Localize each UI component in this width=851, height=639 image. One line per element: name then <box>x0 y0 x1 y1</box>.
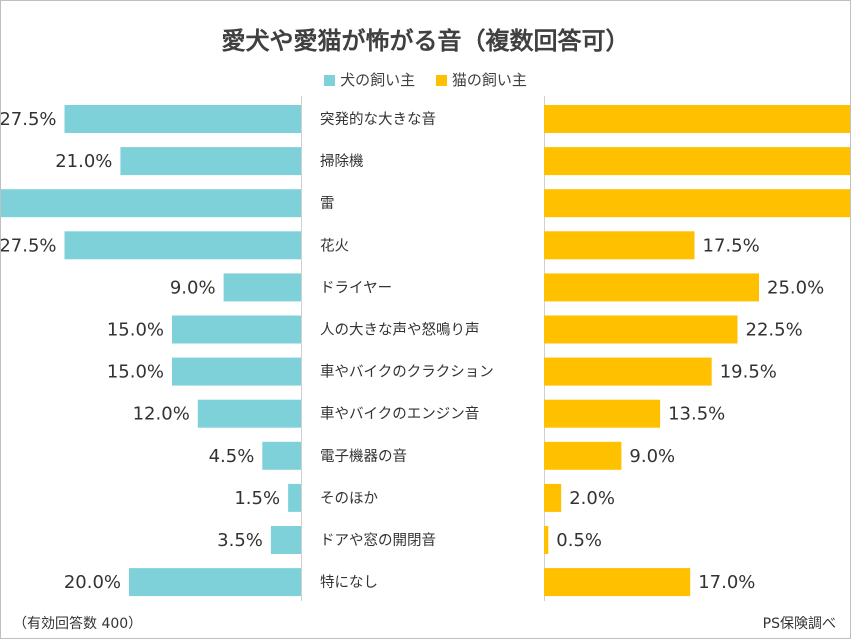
legend-swatch-cat <box>435 75 447 86</box>
legend-label-cat: 猫の飼い主 <box>451 71 527 89</box>
dog-bar <box>172 357 301 386</box>
category-label: 車やバイクのクラクション <box>320 364 494 381</box>
dog-value-label: 3.5% <box>217 530 263 551</box>
cat-bar <box>544 526 549 554</box>
category-label: 車やバイクのエンジン音 <box>320 406 479 423</box>
legend-item-cat: 猫の飼い主 <box>435 69 527 90</box>
legend-swatch-dog <box>324 75 336 86</box>
dog-bar <box>197 399 301 428</box>
dog-bar <box>1 189 301 218</box>
chart-title: 愛犬や愛猫が怖がる音（複数回答可） <box>221 27 630 55</box>
dog-value-label: 12.0% <box>133 404 190 425</box>
category-label: 電子機器の音 <box>320 448 407 465</box>
cat-bar <box>544 189 850 218</box>
category-label: 人の大きな声や怒鳴り声 <box>320 321 480 339</box>
cat-value-label: 13.5% <box>668 404 725 425</box>
cat-value-label: 0.5% <box>556 530 602 551</box>
dog-value-label: 15.0% <box>107 362 164 383</box>
dog-bar <box>223 273 301 302</box>
cat-bar <box>544 105 850 133</box>
cat-bar <box>544 568 691 597</box>
source-note: PS保険調べ <box>762 616 836 632</box>
category-label: そのほか <box>320 490 378 507</box>
cat-value-label: 25.0% <box>767 277 824 298</box>
dog-bar <box>270 526 301 554</box>
cat-bar <box>544 441 622 470</box>
cat-value-label: 22.5% <box>746 320 803 341</box>
category-label: 掃除機 <box>320 152 364 170</box>
dog-value-label: 9.0% <box>170 277 216 298</box>
dog-bar <box>64 231 301 260</box>
dog-bar <box>120 147 302 176</box>
category-label: 花火 <box>320 237 349 254</box>
cat-bar <box>544 315 738 344</box>
cat-value-label: 2.0% <box>569 488 615 509</box>
dog-bar <box>172 315 301 344</box>
cat-value-label: 19.5% <box>720 362 777 383</box>
dog-bar <box>288 483 301 512</box>
legend: 犬の飼い主 猫の飼い主 <box>1 69 850 90</box>
cat-bar <box>544 357 712 386</box>
legend-label-dog: 犬の飼い主 <box>340 71 416 89</box>
legend-item-dog: 犬の飼い主 <box>324 69 415 90</box>
dog-bar <box>64 105 301 133</box>
category-label: 突発的な大きな音 <box>320 111 436 128</box>
dog-value-label: 27.5% <box>1 235 57 256</box>
dog-value-label: 27.5% <box>1 109 57 130</box>
cat-bar <box>544 273 759 302</box>
cat-bar <box>544 147 850 176</box>
dog-value-label: 20.0% <box>64 572 121 593</box>
category-label: 雷 <box>320 196 335 212</box>
cat-bar <box>544 399 661 428</box>
dog-value-label: 1.5% <box>234 488 280 509</box>
cat-bar <box>544 231 695 260</box>
cat-value-label: 17.5% <box>703 235 760 256</box>
category-label: ドライヤー <box>320 280 392 296</box>
dog-bar <box>129 568 301 597</box>
footnote: （有効回答数 400） <box>13 616 143 632</box>
cat-value-label: 17.0% <box>698 572 755 593</box>
dog-value-label: 21.0% <box>55 151 112 172</box>
dog-value-label: 15.0% <box>107 320 164 341</box>
category-label: ドアや窓の開閉音 <box>320 531 436 549</box>
category-label: 特になし <box>320 574 378 591</box>
dog-value-label: 4.5% <box>209 446 255 467</box>
cat-value-label: 9.0% <box>629 446 675 467</box>
dog-bar <box>262 441 301 470</box>
cat-bar <box>544 483 562 512</box>
